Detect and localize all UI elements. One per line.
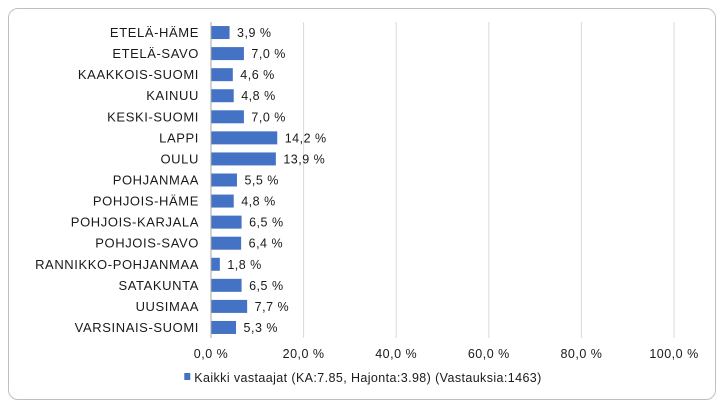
x-tick-label: 100,0 % [649,347,698,361]
bar [211,278,242,292]
x-tick-label: 0,0 % [194,347,228,361]
value-label: 6,5 % [249,279,283,293]
value-label: 5,5 % [244,174,278,188]
category-label: POHJOIS-KARJALA [71,215,199,230]
x-tick-label: 40,0 % [375,347,417,361]
bar [211,89,234,103]
value-label: 1,8 % [227,258,261,272]
x-tick-label: 80,0 % [560,347,602,361]
value-label: 7,7 % [255,300,289,314]
bar [211,152,276,166]
category-label: UUSIMAA [136,299,199,314]
value-label: 6,5 % [249,216,283,230]
bar [211,236,242,250]
bar [211,173,237,187]
bar [211,215,242,229]
category-label: POHJOIS-HÄME [93,194,199,209]
bar [211,320,237,334]
x-tick-label: 60,0 % [468,347,510,361]
chart-frame [8,8,716,400]
category-label: RANNIKKO-POHJANMAA [35,257,199,272]
category-label: OULU [160,151,199,166]
x-tick-label: 20,0 % [283,347,325,361]
legend-swatch [184,373,191,380]
category-label: SATAKUNTA [118,278,199,293]
value-label: 3,9 % [237,26,271,40]
category-label: POHJANMAA [113,173,199,188]
category-label: ETELÄ-HÄME [110,25,199,40]
value-label: 13,9 % [283,152,325,166]
category-label: ETELÄ-SAVO [112,46,199,61]
bar [211,194,234,208]
bar [211,257,220,271]
bar [211,26,230,40]
category-label: KAAKKOIS-SUOMI [78,67,199,82]
value-label: 4,8 % [241,195,275,209]
category-label: LAPPI [159,130,199,145]
value-label: 7,0 % [251,110,285,124]
category-label: KESKI-SUOMI [107,109,199,124]
bar [211,299,248,313]
value-label: 14,2 % [285,131,327,145]
category-label: KAINUU [146,88,199,103]
bar [211,47,244,61]
bar [211,131,278,145]
value-label: 5,3 % [244,321,278,335]
bar [211,68,233,82]
category-label: POHJOIS-SAVO [95,236,199,251]
category-label: VARSINAIS-SUOMI [75,320,199,335]
bar [211,110,244,124]
value-label: 6,4 % [249,237,283,251]
value-label: 7,0 % [251,47,285,61]
value-label: 4,8 % [241,89,275,103]
legend-label: Kaikki vastaajat (KA:7.85, Hajonta:3.98)… [194,371,541,385]
value-label: 4,6 % [240,68,274,82]
